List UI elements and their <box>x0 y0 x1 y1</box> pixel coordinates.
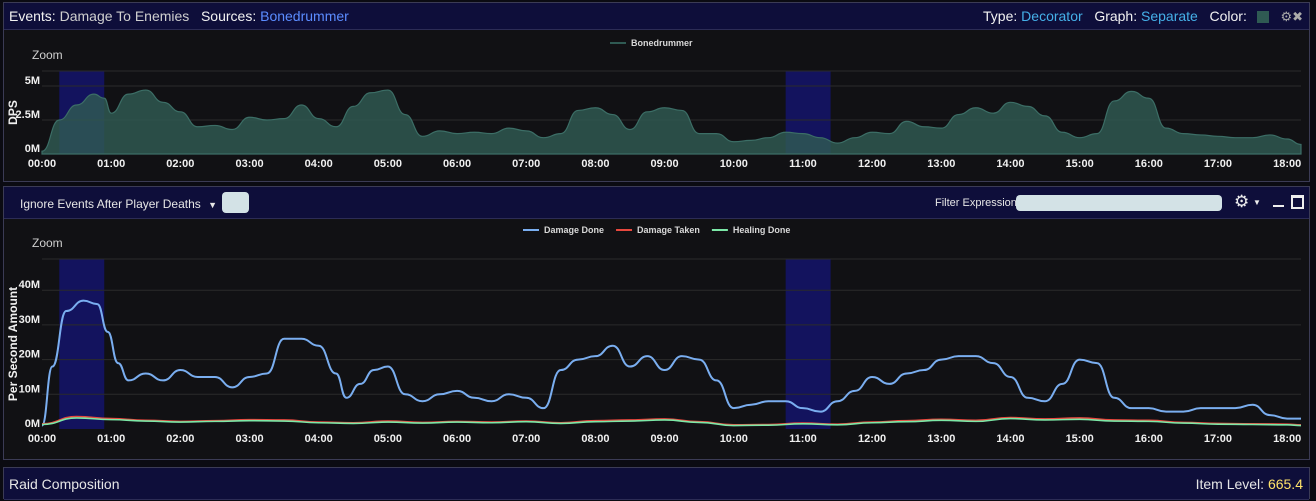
chevron-down-icon: ▼ <box>208 200 218 210</box>
x-tick-label: 18:00 <box>1273 158 1301 170</box>
x-tick-label: 03:00 <box>235 158 263 170</box>
x-tick-label: 03:00 <box>235 433 263 445</box>
amount-chart[interactable]: 0M 10M 20M 30M 40M Zoom Per Second Amount 00:00… <box>4 219 1309 459</box>
events-value[interactable]: Damage To Enemies <box>59 8 190 24</box>
zoom-highlight-band <box>785 259 831 429</box>
raid-composition-header: Raid Composition Item Level: 665.4 <box>4 468 1309 500</box>
x-tick-label: 07:00 <box>512 433 540 445</box>
gear-icon[interactable]: ⚙ <box>1280 9 1293 25</box>
x-tick-label: 12:00 <box>858 433 886 445</box>
x-tick-label: 17:00 <box>1204 433 1232 445</box>
y-tick-label: 0M <box>25 143 40 155</box>
x-tick-label: 06:00 <box>443 158 471 170</box>
close-icon[interactable]: ✖ <box>1292 9 1303 25</box>
raid-composition-panel: Raid Composition Item Level: 665.4 <box>3 467 1310 500</box>
x-tick-label: 00:00 <box>28 433 56 445</box>
series-line-damage-taken <box>41 415 1302 426</box>
ignore-deaths-label: Ignore Events After Player Deaths <box>20 197 201 211</box>
y-tick-label: 20M <box>19 349 40 361</box>
x-tick-label: 08:00 <box>581 433 609 445</box>
x-tick-label: 08:00 <box>581 158 609 170</box>
color-swatch[interactable] <box>1256 11 1269 24</box>
x-tick-label: 00:00 <box>28 158 56 170</box>
x-tick-label: 01:00 <box>97 158 125 170</box>
item-level-value: 665.4 <box>1267 476 1303 492</box>
x-tick-label: 09:00 <box>651 158 679 170</box>
x-tick-label: 09:00 <box>651 433 679 445</box>
minimize-icon[interactable] <box>1273 205 1284 207</box>
x-tick-label: 01:00 <box>97 433 125 445</box>
x-tick-label: 14:00 <box>996 158 1024 170</box>
x-tick-label: 16:00 <box>1135 158 1163 170</box>
type-label: Type: <box>983 8 1018 24</box>
x-tick-label: 11:00 <box>789 433 817 445</box>
filter-expression-label: Filter Expression: <box>935 197 1020 209</box>
y-tick-label: 40M <box>19 279 40 291</box>
raid-composition-title: Raid Composition <box>9 476 120 492</box>
x-tick-label: 16:00 <box>1135 433 1163 445</box>
y-tick-label: 5M <box>25 75 40 87</box>
sources-label: Sources: <box>200 8 257 24</box>
x-tick-label: 05:00 <box>374 158 402 170</box>
x-tick-label: 02:00 <box>166 433 194 445</box>
top-graph-panel: Events: Damage To Enemies Sources: Boned… <box>3 2 1310 182</box>
legend-entry: Damage Done <box>544 225 604 235</box>
x-tick-label: 13:00 <box>927 158 955 170</box>
dps-chart[interactable]: 0M 2.5M 5M Zoom DPS 00:00 01:00 02:00 03:00 04:00… <box>4 30 1309 181</box>
toggle-box[interactable] <box>222 192 249 213</box>
x-tick-label: 05:00 <box>374 433 402 445</box>
filter-expression-input[interactable] <box>1016 195 1222 211</box>
y-tick-label: 2.5M <box>16 109 40 121</box>
main-graph-panel: Ignore Events After Player Deaths ▼ Filt… <box>3 186 1310 460</box>
maximize-icon[interactable] <box>1291 195 1304 209</box>
x-tick-label: 17:00 <box>1204 158 1232 170</box>
x-tick-label: 10:00 <box>720 158 748 170</box>
x-tick-label: 15:00 <box>1066 433 1094 445</box>
events-label: Events: <box>9 8 56 24</box>
x-tick-label: 13:00 <box>927 433 955 445</box>
y-tick-label: 0M <box>25 418 40 430</box>
type-value[interactable]: Decorator <box>1021 8 1083 24</box>
x-tick-label: 04:00 <box>305 433 333 445</box>
zoom-label: Zoom <box>32 48 63 62</box>
x-tick-label: 15:00 <box>1066 158 1094 170</box>
top-header: Events: Damage To Enemies Sources: Boned… <box>4 3 1309 30</box>
item-level-label: Item Level: <box>1195 476 1265 492</box>
x-tick-label: 18:00 <box>1273 433 1301 445</box>
graph-toolbar: Ignore Events After Player Deaths ▼ Filt… <box>4 187 1309 219</box>
y-tick-label: 10M <box>19 383 40 395</box>
color-label: Color: <box>1209 8 1247 24</box>
gear-icon[interactable]: ⚙ <box>1234 192 1250 211</box>
x-tick-label: 04:00 <box>305 158 333 170</box>
y-axis-label: Per Second Amount <box>6 287 20 401</box>
x-tick-label: 07:00 <box>512 158 540 170</box>
zoom-label: Zoom <box>32 236 63 250</box>
x-tick-label: 10:00 <box>720 433 748 445</box>
graph-value[interactable]: Separate <box>1141 8 1198 24</box>
x-tick-label: 14:00 <box>996 433 1024 445</box>
ignore-deaths-dropdown[interactable]: Ignore Events After Player Deaths ▼ <box>20 197 217 211</box>
y-axis-label: DPS <box>6 100 20 125</box>
legend-entry: Damage Taken <box>637 225 700 235</box>
series-line-damage-done <box>41 299 1301 427</box>
x-tick-label: 12:00 <box>858 158 886 170</box>
graph-label: Graph: <box>1094 8 1138 24</box>
zoom-highlight-band <box>59 259 105 429</box>
series-line-healing-done <box>41 417 1302 427</box>
y-tick-label: 30M <box>19 314 40 326</box>
legend-entry: Bonedrummer <box>631 38 693 48</box>
sources-value[interactable]: Bonedrummer <box>260 8 349 24</box>
x-tick-label: 06:00 <box>443 433 471 445</box>
legend-entry: Healing Done <box>733 225 791 235</box>
chevron-down-icon[interactable]: ▼ <box>1253 198 1261 207</box>
series-area-bonedrummer <box>41 89 1302 155</box>
x-tick-label: 02:00 <box>166 158 194 170</box>
x-tick-label: 11:00 <box>789 158 817 170</box>
